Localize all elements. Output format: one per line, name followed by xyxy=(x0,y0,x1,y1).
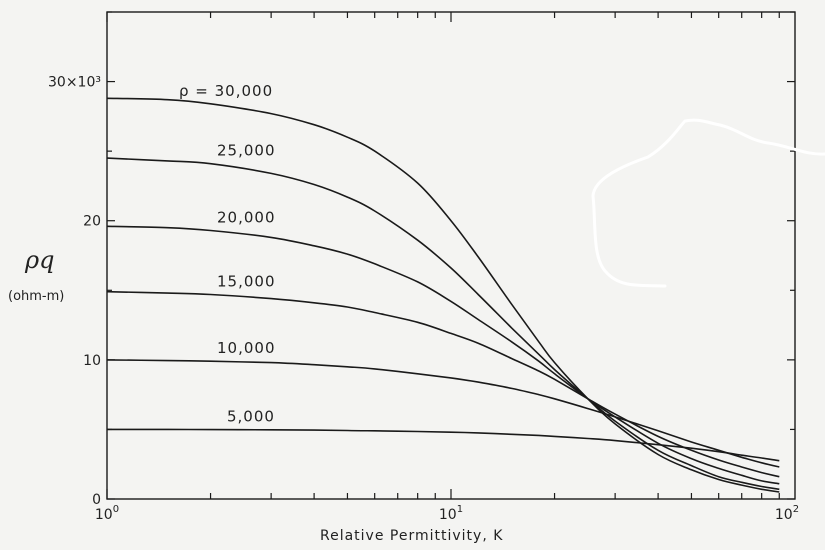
series-label: 20,000 xyxy=(217,208,276,226)
series-label: ρ = 30,000 xyxy=(179,82,273,100)
x-tick-label: 102 xyxy=(775,504,799,523)
series-line xyxy=(106,290,780,478)
series-line xyxy=(106,225,780,485)
series-label: 15,000 xyxy=(217,272,276,290)
y-axis-label-group: ρq (ohm-m) xyxy=(8,246,64,304)
series-curves xyxy=(106,97,780,493)
axis-ticks xyxy=(106,11,795,500)
series-line xyxy=(106,157,780,491)
series-label: 10,000 xyxy=(217,339,276,357)
white-scribble-mark xyxy=(591,118,825,288)
y-tick-label: 0 xyxy=(92,492,101,508)
series-line xyxy=(106,359,780,468)
x-tick-labels: 100 101 102 xyxy=(95,504,799,523)
y-tick-labels: 0 10 20 30×10³ xyxy=(48,75,101,508)
series-labels: ρ = 30,000 25,000 20,000 15,000 10,000 5,000 xyxy=(179,82,276,426)
x-tick-label: 100 xyxy=(95,504,119,523)
series-label: 25,000 xyxy=(217,142,276,160)
x-axis-label: Relative Permittivity, K xyxy=(320,528,503,544)
series-line xyxy=(106,97,780,493)
y-tick-label: 30×10³ xyxy=(48,75,101,91)
y-tick-label: 10 xyxy=(83,353,101,369)
x-tick-label: 101 xyxy=(439,504,463,523)
y-axis-unit: (ohm-m) xyxy=(8,289,64,304)
y-axis-label: ρq xyxy=(24,246,54,274)
y-tick-label: 20 xyxy=(83,214,101,230)
series-label: 5,000 xyxy=(227,408,275,426)
series-line xyxy=(107,428,780,462)
